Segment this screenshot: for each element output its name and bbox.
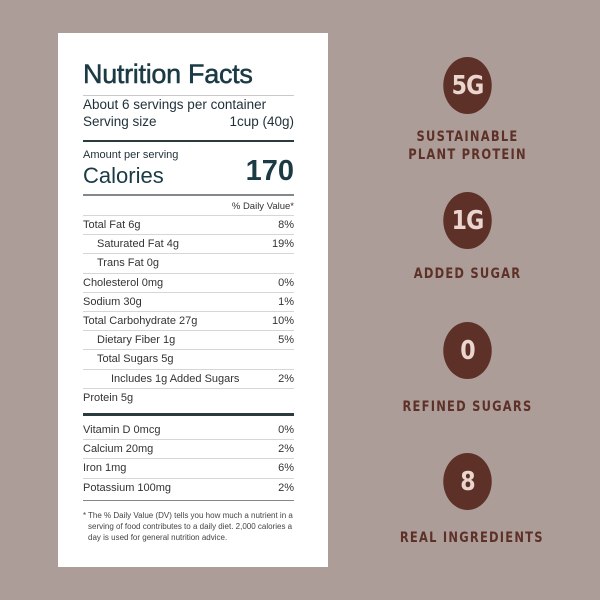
nutrient-row-sodium: Sodium 30g 1%	[83, 291, 294, 311]
serving-size-value: 1cup (40g)	[229, 114, 294, 129]
nutrient-row-total-carbohydrate: Total Carbohydrate 27g 10%	[83, 310, 294, 330]
badge-plant-protein: 5G SUSTAINABLE PLANT PROTEIN	[385, 57, 550, 164]
nutrient-label: Protein 5g	[83, 391, 134, 404]
badge-value: 5G	[451, 70, 485, 101]
servings-per-container-text: About 6 servings per container	[83, 97, 267, 112]
divider	[83, 500, 294, 501]
nutrition-facts-panel: Nutrition Facts About 6 servings per con…	[58, 33, 328, 567]
badge-refined-sugars: 0 REFINED SUGARS	[385, 322, 550, 416]
nutrient-dv: 1%	[278, 295, 294, 308]
vitamin-row-potassium: Potassium 100mg 2%	[83, 477, 294, 497]
nutrient-label: Total Carbohydrate 27g	[83, 315, 198, 328]
vitamin-label: Calcium 20mg	[83, 443, 154, 456]
nutrient-label: Sodium 30g	[83, 295, 142, 308]
divider-thick	[83, 413, 294, 416]
nutrient-label: Saturated Fat 4g	[97, 238, 179, 251]
nutrient-dv: 0%	[278, 276, 294, 289]
serving-size-label: Serving size	[83, 114, 157, 129]
nutrient-label: Total Sugars 5g	[97, 353, 174, 366]
nutrient-dv: 5%	[278, 334, 294, 347]
nutrient-dv: 2%	[278, 372, 294, 385]
servings-per-container: About 6 servings per container	[83, 97, 294, 112]
badge-value: 1G	[451, 205, 485, 236]
calories-label: Calories	[83, 163, 164, 188]
badge-value: 8	[460, 466, 475, 497]
vitamin-label: Iron 1mg	[83, 462, 127, 475]
nutrient-dv: 19%	[271, 238, 294, 251]
nutrient-dv: 10%	[271, 315, 294, 328]
nutrient-label: Trans Fat 0g	[97, 257, 159, 270]
nutrient-row-saturated-fat: Saturated Fat 4g 19%	[83, 234, 294, 253]
badge-label-line: PLANT PROTEIN	[408, 147, 527, 163]
divider-medium	[83, 194, 294, 196]
footnote-text: The % Daily Value (DV) tells you how muc…	[88, 511, 293, 542]
serving-size-row: Serving size 1cup (40g)	[83, 114, 294, 129]
nutrient-label: Dietary Fiber 1g	[97, 334, 176, 347]
vitamin-dv: 6%	[278, 462, 294, 475]
vitamin-row-calcium: Calcium 20mg 2%	[83, 439, 294, 458]
badge-label-line: SUSTAINABLE	[416, 129, 519, 145]
divider-thick	[83, 140, 294, 142]
vitamin-label: Vitamin D 0mcg	[83, 423, 161, 436]
nutrient-label: Includes 1g Added Sugars	[111, 372, 240, 385]
badge-label-line: REFINED SUGARS	[402, 399, 533, 415]
vitamin-dv: 2%	[278, 443, 294, 456]
nutrient-dv: 8%	[278, 219, 294, 232]
nutrient-row-protein: Protein 5g	[83, 387, 294, 407]
calories-value: 170	[245, 155, 294, 187]
nutrient-row-added-sugars: Includes 1g Added Sugars 2%	[83, 368, 294, 388]
vitamin-dv: 2%	[278, 481, 294, 494]
daily-value-footnote: * The % Daily Value (DV) tells you how m…	[83, 510, 298, 543]
badge-label: REAL INGREDIENTS	[399, 529, 544, 547]
badge-added-sugar: 1G ADDED SUGAR	[385, 192, 550, 283]
vitamin-row-iron: Iron 1mg 6%	[83, 458, 294, 477]
vitamin-label: Potassium 100mg	[83, 481, 172, 494]
nutrient-row-total-fat: Total Fat 6g 8%	[83, 215, 294, 234]
badge-label: ADDED SUGAR	[400, 265, 535, 283]
nutrient-row-trans-fat: Trans Fat 0g	[83, 253, 294, 272]
badge-circle: 5G	[443, 57, 492, 114]
nutrient-row-total-sugars: Total Sugars 5g	[83, 349, 294, 368]
nutrient-label: Total Fat 6g	[83, 219, 141, 232]
badge-value: 0	[460, 335, 475, 366]
footnote-star: *	[83, 511, 87, 520]
divider	[83, 95, 294, 96]
amount-per-serving-label: Amount per serving	[83, 149, 179, 161]
daily-value-header: % Daily Value*	[231, 201, 294, 212]
nutrient-row-dietary-fiber: Dietary Fiber 1g 5%	[83, 330, 294, 349]
badge-label-line: REAL INGREDIENTS	[399, 530, 544, 546]
badge-circle: 8	[443, 453, 492, 510]
nutrient-label: Cholesterol 0mg	[83, 276, 164, 289]
badge-label: REFINED SUGARS	[400, 398, 535, 416]
vitamin-row-vitamin-d: Vitamin D 0mcg 0%	[83, 420, 294, 439]
badge-circle: 1G	[443, 192, 492, 249]
badge-real-ingredients: 8 REAL INGREDIENTS	[385, 453, 550, 547]
nutrition-facts-title: Nutrition Facts	[83, 59, 253, 90]
vitamin-list: Vitamin D 0mcg 0% Calcium 20mg 2% Iron 1…	[83, 420, 294, 497]
nutrient-list: Total Fat 6g 8% Saturated Fat 4g 19% Tra…	[83, 215, 294, 407]
badge-circle: 0	[443, 322, 492, 379]
badge-label-line: ADDED SUGAR	[413, 266, 522, 282]
badge-label: SUSTAINABLE PLANT PROTEIN	[400, 128, 535, 164]
vitamin-dv: 0%	[278, 423, 294, 436]
nutrient-row-cholesterol: Cholesterol 0mg 0%	[83, 272, 294, 292]
